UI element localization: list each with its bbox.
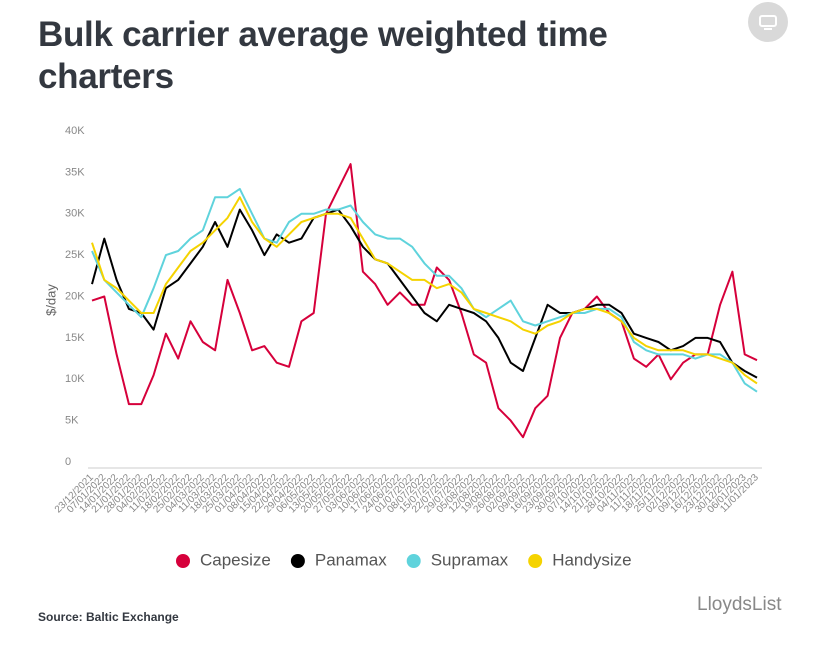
display-button[interactable]: [748, 2, 788, 42]
legend-label: Panamax: [315, 550, 387, 569]
watermark: LloydsList: [697, 594, 782, 615]
y-tick-label: 10K: [65, 373, 85, 385]
series-line: [91, 187, 758, 393]
y-tick-label: 30K: [65, 208, 85, 220]
legend-marker: [406, 554, 421, 568]
source: Source: Baltic Exchange: [38, 610, 179, 624]
chart-title: Bulk carrier average weighted time chart…: [38, 15, 608, 96]
series-line: [91, 208, 758, 379]
y-tick-label: 5K: [65, 415, 79, 427]
legend-label: Capesize: [200, 550, 271, 569]
y-tick-label: 35K: [65, 166, 85, 178]
series-line: [91, 163, 758, 439]
y-tick-label: 0: [65, 456, 71, 468]
y-tick-label: 15K: [65, 332, 85, 344]
monitor-icon: [759, 15, 777, 27]
legend-label: Handysize: [552, 550, 631, 569]
legend-marker: [528, 554, 543, 568]
y-tick-label: 40K: [65, 125, 85, 137]
legend-label: Supramax: [431, 550, 509, 569]
legend-marker: [290, 554, 305, 568]
y-tick-label: 20K: [65, 290, 85, 302]
legend-marker: [176, 554, 190, 568]
y-axis-label: $/day: [43, 284, 58, 316]
y-tick-label: 25K: [65, 249, 85, 261]
series-line: [91, 196, 758, 385]
